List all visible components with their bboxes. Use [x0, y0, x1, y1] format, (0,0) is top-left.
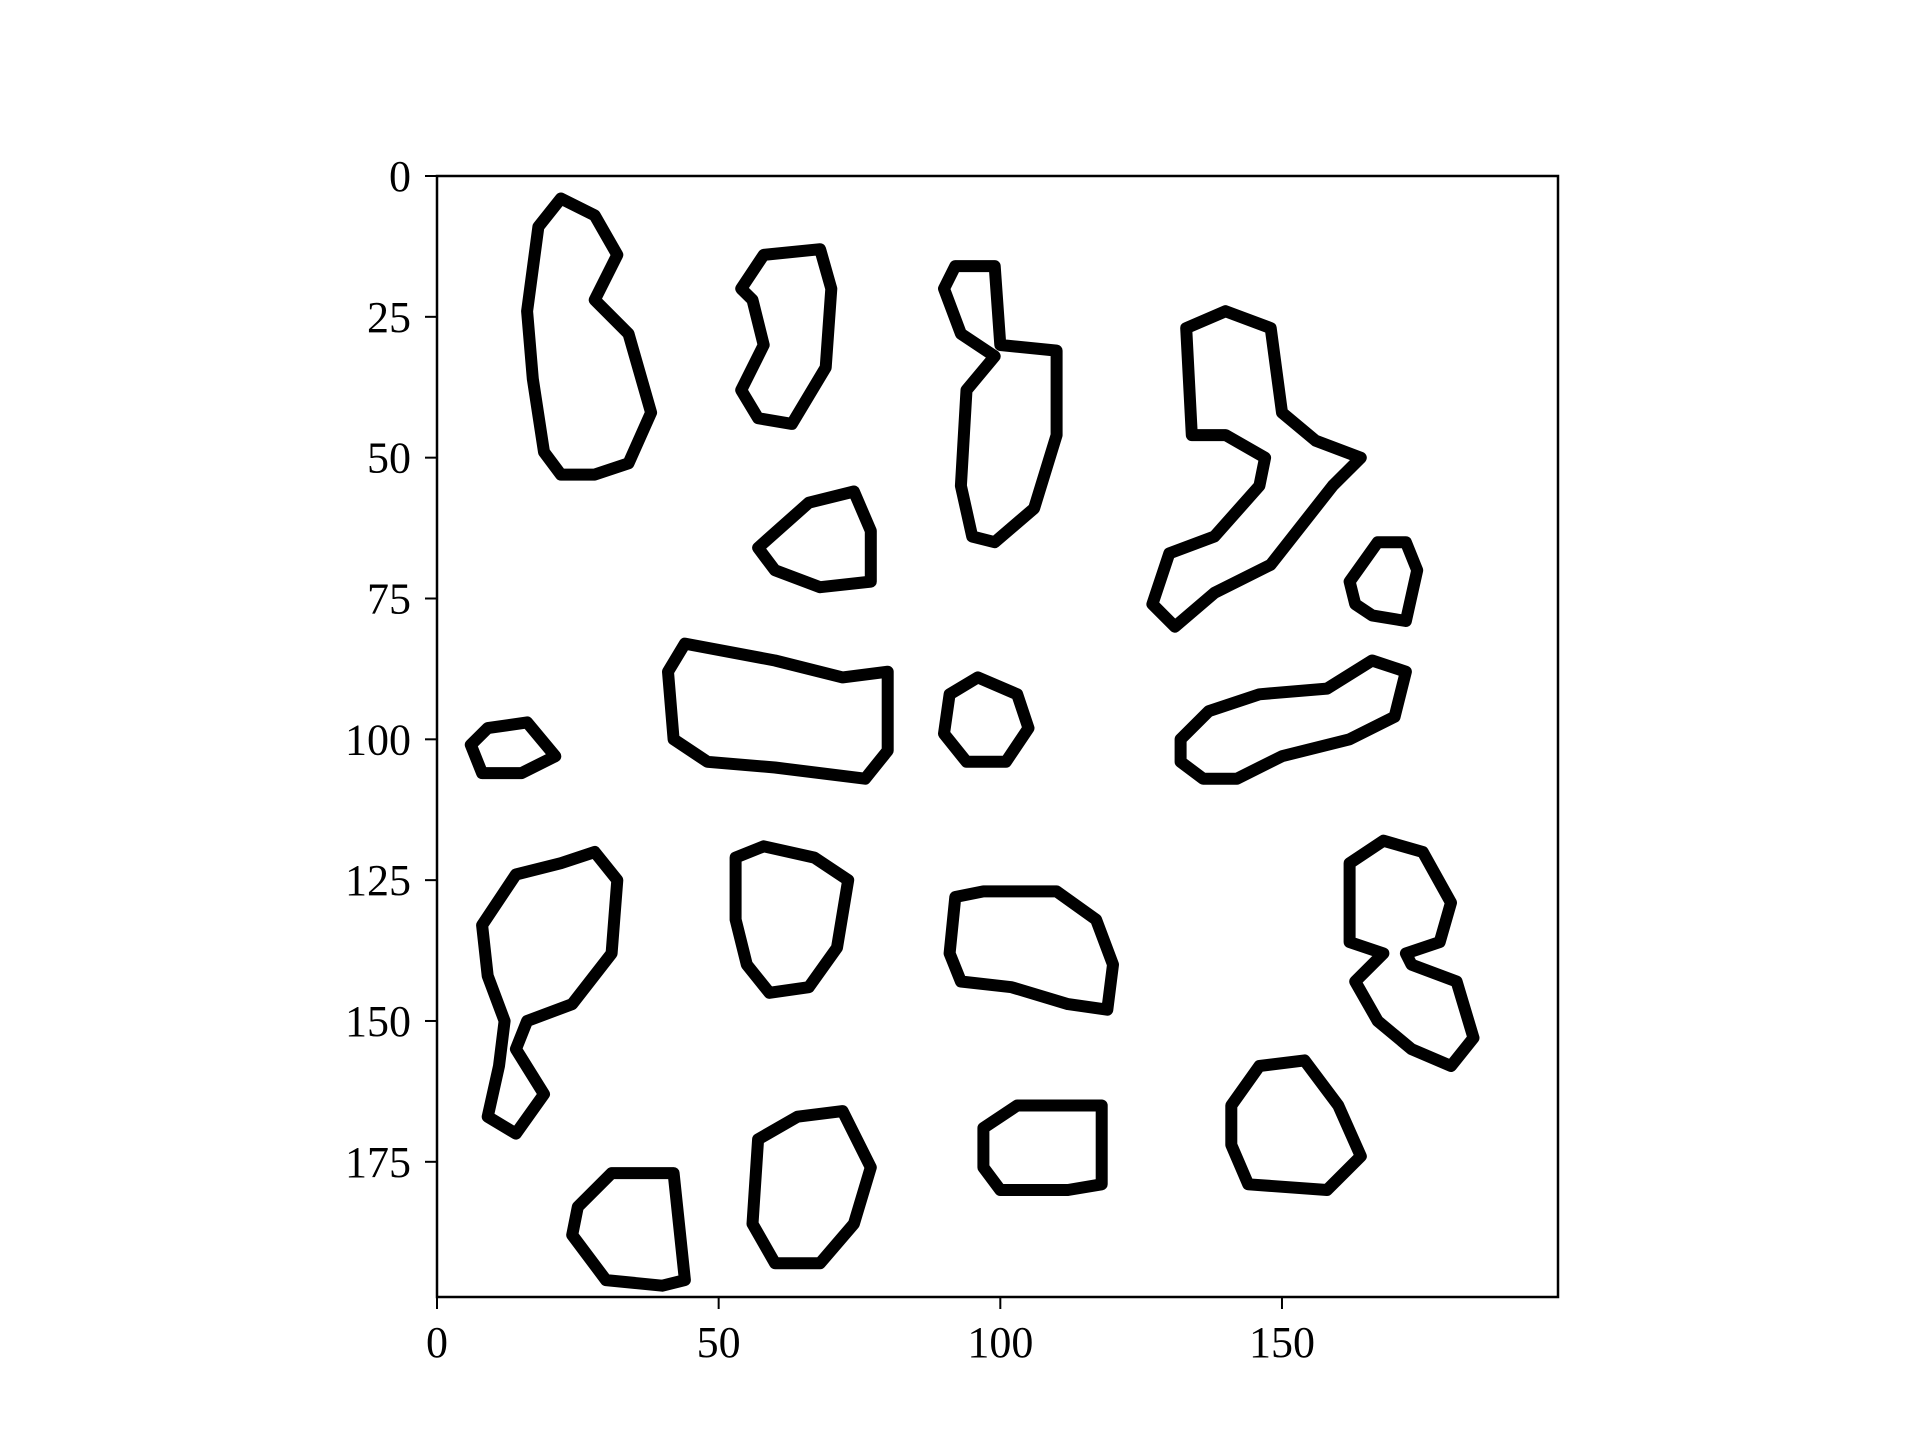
x-axis: 0 50 100 150 [426, 1297, 1315, 1367]
blob-bottom-right [1225, 1054, 1367, 1196]
blob-top-right-chevron [1146, 305, 1367, 633]
blob-right-small [1343, 536, 1424, 627]
y-tick-label: 125 [345, 856, 411, 905]
x-tick-label: 50 [697, 1318, 741, 1367]
blob-bottom-middle [977, 1099, 1108, 1196]
y-tick-label: 175 [345, 1138, 411, 1187]
blob-top-s-shape [735, 243, 838, 430]
image-shapes-layer [464, 192, 1480, 1292]
y-tick-label: 150 [345, 997, 411, 1046]
blob-bottom-left-1 [566, 1167, 691, 1292]
y-axis: 0 25 50 75 100 125 150 175 [345, 152, 437, 1187]
blob-middle-circle [938, 671, 1035, 768]
x-tick-label: 100 [967, 1318, 1033, 1367]
x-tick-label: 0 [426, 1318, 448, 1367]
blob-middle-rectangle [662, 637, 894, 785]
y-tick-label: 100 [345, 715, 411, 764]
blob-top-figure-eight [938, 260, 1063, 549]
y-tick-label: 75 [367, 574, 411, 623]
blob-lower-oblong [943, 885, 1119, 1016]
blob-top-left-bean [521, 192, 658, 481]
x-tick-label: 150 [1249, 1318, 1315, 1367]
axes-frame [435, 174, 1560, 1299]
blob-left-small-triangle [464, 716, 562, 780]
plot-area [435, 174, 1560, 1299]
blob-lower-square [729, 840, 855, 999]
blob-bottom-left-2 [746, 1105, 877, 1270]
blob-lower-right-knot [1343, 834, 1480, 1072]
y-tick-label: 50 [367, 434, 411, 483]
y-tick-label: 0 [389, 152, 411, 201]
blob-lower-left-loop [476, 846, 624, 1140]
blob-upper-triangle [752, 485, 877, 594]
y-tick-label: 25 [367, 293, 411, 342]
blob-right-elongated [1174, 654, 1412, 785]
